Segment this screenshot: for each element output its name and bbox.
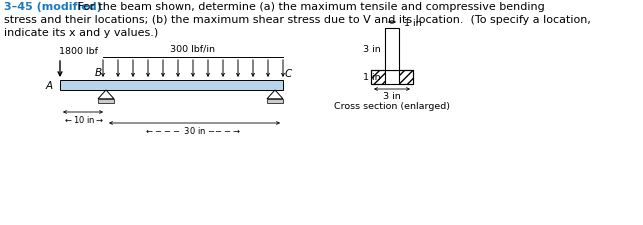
Text: A: A	[46, 81, 53, 91]
Text: B: B	[95, 68, 102, 78]
Text: For the beam shown, determine (a) the maximum tensile and compressive bending: For the beam shown, determine (a) the ma…	[74, 2, 545, 12]
Text: Cross section (enlarged): Cross section (enlarged)	[334, 101, 450, 110]
Text: stress and their locations; (b) the maximum shear stress due to V and its locati: stress and their locations; (b) the maxi…	[4, 15, 591, 25]
Polygon shape	[98, 91, 114, 99]
Text: 3–45 (modified): 3–45 (modified)	[4, 2, 102, 12]
Bar	[399, 71, 413, 85]
Text: 3 in: 3 in	[383, 92, 401, 101]
Bar	[267, 99, 283, 103]
Bar	[371, 71, 385, 85]
Text: indicate its x and y values.): indicate its x and y values.)	[4, 28, 158, 38]
Text: C: C	[285, 69, 293, 79]
Bar	[60, 81, 283, 91]
Text: 1 in: 1 in	[363, 73, 381, 82]
Polygon shape	[267, 91, 283, 99]
Text: 3 in: 3 in	[363, 45, 381, 54]
Text: 1800 lbf: 1800 lbf	[59, 47, 98, 56]
Text: 1 in: 1 in	[404, 18, 422, 27]
Bar	[371, 71, 413, 85]
Bar	[385, 29, 399, 71]
Bar	[98, 99, 114, 103]
Text: 300 lbf/in: 300 lbf/in	[170, 44, 215, 53]
Text: $\leftarrow\!-\!-\!-$ 30 in $-\!-\!-\!\rightarrow$: $\leftarrow\!-\!-\!-$ 30 in $-\!-\!-\!\r…	[145, 124, 242, 135]
Text: $\leftarrow$10 in$\rightarrow$: $\leftarrow$10 in$\rightarrow$	[63, 113, 104, 124]
